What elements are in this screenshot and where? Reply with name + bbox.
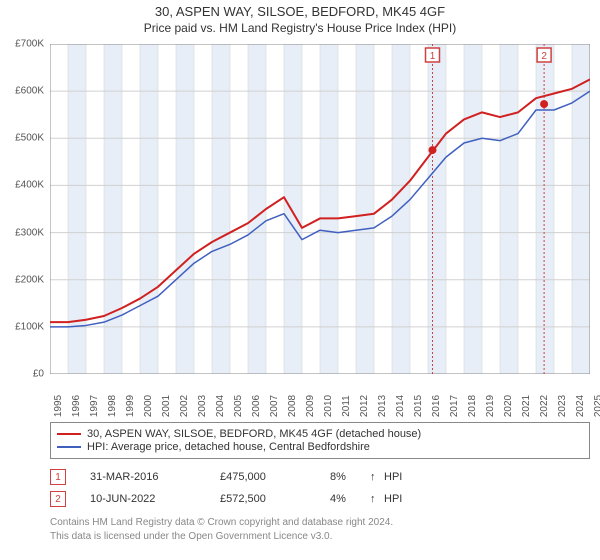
x-tick-label: 2001 bbox=[161, 395, 172, 417]
x-tick-label: 2003 bbox=[197, 395, 208, 417]
legend: 30, ASPEN WAY, SILSOE, BEDFORD, MK45 4GF… bbox=[50, 422, 590, 459]
x-tick-label: 2014 bbox=[395, 395, 406, 417]
page-subtitle: Price paid vs. HM Land Registry's House … bbox=[0, 19, 600, 39]
legend-swatch bbox=[57, 446, 81, 448]
x-tick-label: 2000 bbox=[143, 395, 154, 417]
x-tick-label: 2023 bbox=[557, 395, 568, 417]
x-tick-label: 2010 bbox=[323, 395, 334, 417]
marker-number-box: 1 bbox=[50, 469, 66, 485]
x-tick-label: 2021 bbox=[521, 395, 532, 417]
marker-date: 31-MAR-2016 bbox=[90, 471, 220, 483]
x-tick-label: 2018 bbox=[467, 395, 478, 417]
chart-plot: 12 bbox=[50, 44, 590, 374]
marker-number-box: 2 bbox=[50, 491, 66, 507]
y-tick-label: £600K bbox=[15, 86, 44, 97]
footer: Contains HM Land Registry data © Crown c… bbox=[50, 516, 590, 543]
x-tick-label: 1998 bbox=[107, 395, 118, 417]
marker-tag: HPI bbox=[384, 471, 424, 483]
marker-date: 10-JUN-2022 bbox=[90, 493, 220, 505]
marker-table: 1 31-MAR-2016£475,0008%↑HPI 2 10-JUN-2022£5… bbox=[50, 466, 590, 510]
marker-arrow: ↑ bbox=[370, 471, 384, 483]
legend-label: 30, ASPEN WAY, SILSOE, BEDFORD, MK45 4GF… bbox=[87, 428, 421, 440]
x-tick-label: 2019 bbox=[485, 395, 496, 417]
x-tick-label: 1999 bbox=[125, 395, 136, 417]
y-tick-label: £0 bbox=[33, 369, 44, 380]
x-tick-label: 2011 bbox=[341, 395, 352, 417]
x-tick-label: 2007 bbox=[269, 395, 280, 417]
x-tick-label: 2017 bbox=[449, 395, 460, 417]
x-tick-label: 2005 bbox=[233, 395, 244, 417]
x-tick-label: 2006 bbox=[251, 395, 262, 417]
marker-row: 2 10-JUN-2022£572,5004%↑HPI bbox=[50, 488, 590, 510]
x-tick-label: 2004 bbox=[215, 395, 226, 417]
footer-line-1: Contains HM Land Registry data © Crown c… bbox=[50, 516, 590, 530]
marker-tag: HPI bbox=[384, 493, 424, 505]
svg-text:2: 2 bbox=[541, 51, 547, 62]
legend-label: HPI: Average price, detached house, Cent… bbox=[87, 441, 370, 453]
x-tick-label: 2002 bbox=[179, 395, 190, 417]
x-tick-label: 2013 bbox=[377, 395, 388, 417]
footer-line-2: This data is licensed under the Open Gov… bbox=[50, 530, 590, 544]
legend-item: HPI: Average price, detached house, Cent… bbox=[57, 441, 583, 453]
legend-item: 30, ASPEN WAY, SILSOE, BEDFORD, MK45 4GF… bbox=[57, 428, 583, 440]
x-tick-label: 1996 bbox=[71, 395, 82, 417]
x-tick-label: 2022 bbox=[539, 395, 550, 417]
marker-row: 1 31-MAR-2016£475,0008%↑HPI bbox=[50, 466, 590, 488]
y-tick-label: £200K bbox=[15, 274, 44, 285]
x-tick-label: 2016 bbox=[431, 395, 442, 417]
x-tick-label: 2025 bbox=[593, 395, 600, 417]
x-tick-label: 2012 bbox=[359, 395, 370, 417]
x-tick-label: 2024 bbox=[575, 395, 586, 417]
x-tick-label: 2015 bbox=[413, 395, 424, 417]
y-tick-label: £700K bbox=[15, 39, 44, 50]
x-tick-label: 2008 bbox=[287, 395, 298, 417]
y-tick-label: £300K bbox=[15, 227, 44, 238]
marker-pct: 8% bbox=[330, 471, 370, 483]
y-tick-label: £100K bbox=[15, 321, 44, 332]
marker-price: £572,500 bbox=[220, 493, 330, 505]
marker-pct: 4% bbox=[330, 493, 370, 505]
y-axis: £0£100K£200K£300K£400K£500K£600K£700K bbox=[0, 44, 48, 374]
svg-text:1: 1 bbox=[430, 51, 436, 62]
x-tick-label: 2020 bbox=[503, 395, 514, 417]
legend-swatch bbox=[57, 433, 81, 435]
x-axis: 1995 1996 1997 1998 1999 2000 2001 2002 2003 2004… bbox=[50, 376, 590, 416]
x-tick-label: 1995 bbox=[53, 395, 64, 417]
marker-price: £475,000 bbox=[220, 471, 330, 483]
marker-arrow: ↑ bbox=[370, 493, 384, 505]
x-tick-label: 1997 bbox=[89, 395, 100, 417]
x-tick-label: 2009 bbox=[305, 395, 316, 417]
page-title: 30, ASPEN WAY, SILSOE, BEDFORD, MK45 4GF bbox=[0, 0, 600, 19]
y-tick-label: £400K bbox=[15, 180, 44, 191]
y-tick-label: £500K bbox=[15, 133, 44, 144]
